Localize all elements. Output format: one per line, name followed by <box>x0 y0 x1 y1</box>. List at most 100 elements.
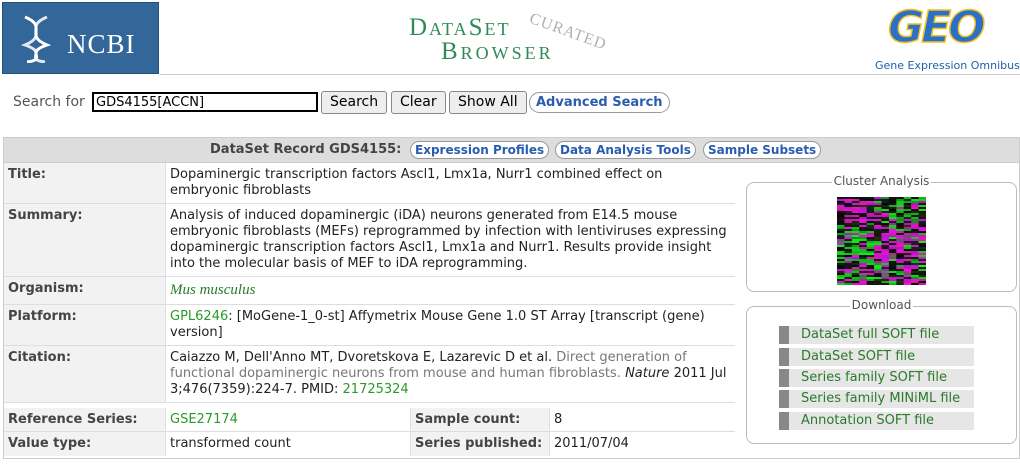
heatmap-cell <box>911 199 919 202</box>
search-input[interactable] <box>92 92 318 112</box>
heatmap-cell <box>851 233 860 236</box>
advanced-search-button[interactable]: Advanced Search <box>529 92 670 113</box>
heatmap-cell <box>859 277 867 280</box>
heatmap-cell <box>851 231 860 234</box>
heatmap-cell <box>851 243 860 246</box>
tab-expression-profiles[interactable]: Expression Profiles <box>410 141 550 159</box>
heatmap-cell <box>866 281 875 284</box>
refseries-value-wrap: GSE27174 <box>170 412 406 428</box>
heatmap-cell <box>837 281 845 284</box>
heatmap-cell <box>896 255 905 258</box>
heatmap-cell <box>881 253 890 256</box>
refseries-link[interactable]: GSE27174 <box>170 412 238 427</box>
heatmap-cell <box>888 249 897 252</box>
heatmap-cell <box>911 231 919 234</box>
cluster-heatmap-thumbnail[interactable] <box>837 197 926 285</box>
download-dataset-full-soft[interactable]: DataSet full SOFT file <box>779 326 974 344</box>
heatmap-cell <box>851 279 860 282</box>
heatmap-cell <box>844 271 853 274</box>
geo-logo[interactable]: GEO Gene Expression Omnibus <box>870 1 1020 74</box>
download-series-family-miniml[interactable]: Series family MINiML file <box>779 390 974 408</box>
heatmap-cell <box>851 203 860 206</box>
heatmap-cell <box>874 247 882 250</box>
heatmap-cell <box>837 205 845 208</box>
refseries-label: Reference Series: <box>4 408 166 431</box>
heatmap-cell <box>844 273 853 276</box>
heatmap-cell <box>918 209 926 212</box>
heatmap-cell <box>881 275 890 278</box>
heatmap-cell <box>851 251 860 254</box>
heatmap-cell <box>837 249 845 252</box>
heatmap-cell <box>844 237 853 240</box>
citation-title-link[interactable]: Direct generation of functional dopamine… <box>170 350 687 381</box>
heatmap-cell <box>881 265 890 268</box>
heatmap-cell <box>866 263 875 266</box>
ncbi-logo-text: NCBI <box>67 29 136 59</box>
heatmap-cell <box>903 235 912 238</box>
heatmap-cell <box>851 225 860 228</box>
platform-link[interactable]: GPL6246 <box>170 309 229 324</box>
heatmap-cell <box>903 211 912 214</box>
organism-link[interactable]: Mus musculus <box>170 282 256 298</box>
download-series-family-soft[interactable]: Series family SOFT file <box>779 369 974 387</box>
heatmap-cell <box>844 219 853 222</box>
search-button[interactable]: Search <box>321 91 388 114</box>
dataset-logo-line1: DataSet <box>409 14 511 41</box>
samplecount-label: Sample count: <box>410 408 550 431</box>
heatmap-cell <box>881 227 890 230</box>
heatmap-cell <box>888 247 897 250</box>
heatmap-cell <box>903 225 912 228</box>
heatmap-cell <box>911 201 919 204</box>
heatmap-cell <box>874 281 882 284</box>
heatmap-cell <box>896 273 905 276</box>
heatmap-cell <box>859 209 867 212</box>
heatmap-cell <box>896 239 905 242</box>
heatmap-cell <box>874 267 882 270</box>
heatmap-cell <box>903 247 912 250</box>
heatmap-cell <box>859 223 867 226</box>
heatmap-cell <box>888 265 897 268</box>
download-dataset-soft[interactable]: DataSet SOFT file <box>779 348 974 366</box>
heatmap-cell <box>866 271 875 274</box>
download-box: Download DataSet full SOFT file DataSet … <box>746 298 1017 444</box>
heatmap-cell <box>903 255 912 258</box>
pmid-link[interactable]: 21725324 <box>342 382 409 397</box>
clear-button[interactable]: Clear <box>391 91 446 114</box>
heatmap-cell <box>918 219 926 222</box>
heatmap-cell <box>866 267 875 270</box>
heatmap-cell <box>896 223 905 226</box>
heatmap-cell <box>866 255 875 258</box>
heatmap-cell <box>881 209 890 212</box>
heatmap-cell <box>844 203 853 206</box>
heatmap-cell <box>874 235 882 238</box>
heatmap-cell <box>851 205 860 208</box>
heatmap-cell <box>918 241 926 244</box>
heatmap-cell <box>911 283 919 285</box>
heatmap-cell <box>888 237 897 240</box>
heatmap-cell <box>866 235 875 238</box>
heatmap-cell <box>837 269 845 272</box>
heatmap-cell <box>888 279 897 282</box>
heatmap-cell <box>874 259 882 262</box>
heatmap-cell <box>911 227 919 230</box>
row-organism: Organism: Mus musculus <box>4 277 735 305</box>
heatmap-cell <box>903 237 912 240</box>
ncbi-logo[interactable]: NCBI <box>2 2 159 74</box>
heatmap-cell <box>837 273 845 276</box>
heatmap-cell <box>844 215 853 218</box>
heatmap-cell <box>874 265 882 268</box>
tab-data-analysis-tools[interactable]: Data Analysis Tools <box>555 141 696 159</box>
heatmap-cell <box>874 215 882 218</box>
heatmap-cell <box>837 267 845 270</box>
heatmap-cell <box>851 277 860 280</box>
tab-sample-subsets[interactable]: Sample Subsets <box>703 141 822 159</box>
heatmap-cell <box>903 251 912 254</box>
heatmap-cell <box>851 283 860 285</box>
heatmap-cell <box>881 261 890 264</box>
heatmap-cell <box>859 241 867 244</box>
heatmap-cell <box>918 271 926 274</box>
download-annotation-soft[interactable]: Annotation SOFT file <box>779 412 974 430</box>
show-all-button[interactable]: Show All <box>449 91 527 114</box>
heatmap-cell <box>851 241 860 244</box>
heatmap-cell <box>844 235 853 238</box>
